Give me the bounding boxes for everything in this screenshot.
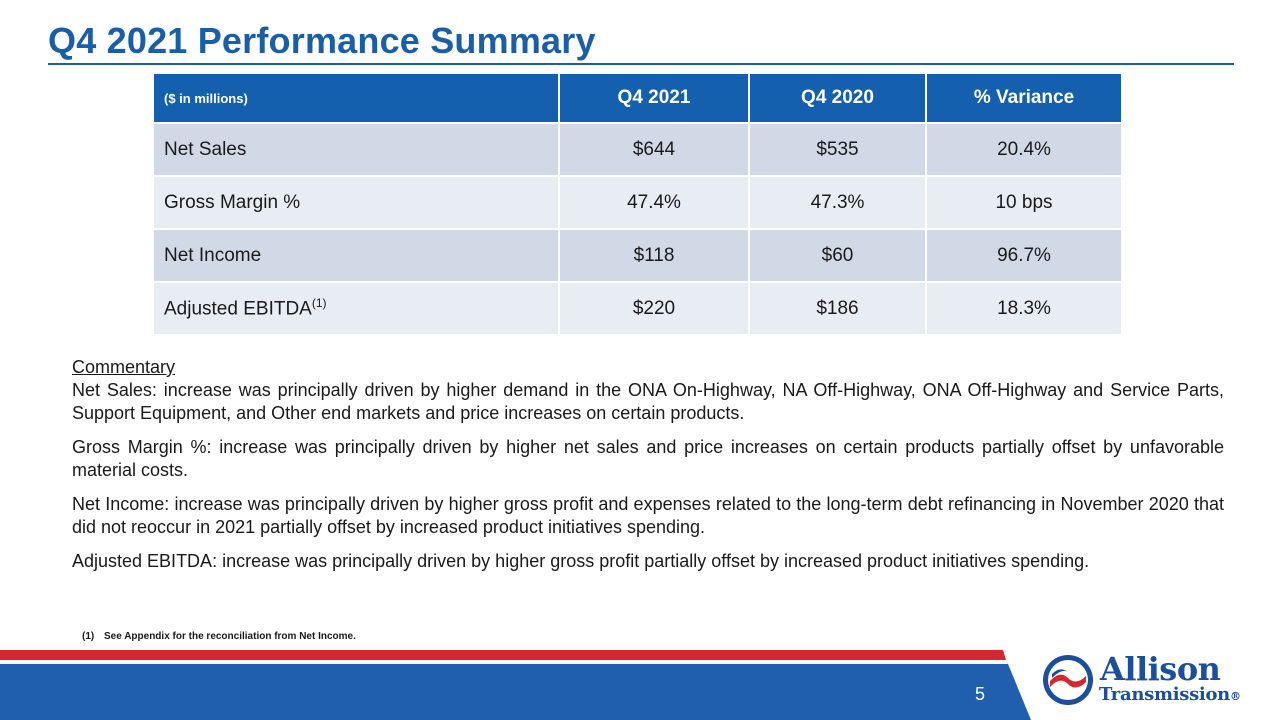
footnote: (1) See Appendix for the reconciliation f… [82, 631, 356, 642]
footer-blue-band [0, 664, 1031, 720]
registered-mark: ® [1229, 690, 1241, 703]
header-units: ($ in millions) [152, 72, 560, 124]
logo-word-allison: Allison [1100, 650, 1221, 688]
row-label-text: Net Income [164, 244, 262, 266]
row-label: Net Sales [152, 122, 560, 177]
row-label-text: Net Sales [164, 138, 247, 160]
cell-q4-2021: $644 [558, 122, 750, 177]
footer-white-stripe [0, 660, 1008, 664]
table-row: Net Sales $644 $535 20.4% [152, 122, 1123, 177]
cell-variance: 96.7% [925, 228, 1123, 283]
footnote-text: See Appendix for the reconciliation from… [104, 631, 356, 642]
table-row: Net Income $118 $60 96.7% [152, 228, 1123, 283]
cell-variance: 20.4% [925, 122, 1123, 177]
logo-word-transmission-text: Transmission [1099, 684, 1230, 705]
cell-q4-2020: 47.3% [748, 175, 927, 230]
row-label: Gross Margin % [152, 175, 560, 230]
performance-table: ($ in millions) Q4 2021 Q4 2020 % Varian… [152, 72, 1123, 336]
commentary-heading: Commentary [72, 357, 176, 377]
cell-variance: 18.3% [925, 281, 1123, 336]
cell-variance: 10 bps [925, 175, 1123, 230]
table-header-row: ($ in millions) Q4 2021 Q4 2020 % Varian… [152, 72, 1123, 124]
cell-q4-2021: $220 [558, 281, 750, 336]
commentary-section: Commentary Net Sales: increase was princ… [72, 356, 1224, 584]
row-label: Net Income [152, 228, 560, 283]
commentary-paragraph: Gross Margin %: increase was principally… [72, 437, 1224, 480]
page-title: Q4 2021 Performance Summary [48, 20, 596, 61]
commentary-paragraph: Net Income: increase was principally dri… [72, 494, 1224, 537]
title-divider [48, 63, 1234, 65]
header-q4-2021: Q4 2021 [558, 72, 750, 124]
commentary-paragraph: Net Sales: increase was principally driv… [72, 380, 1224, 423]
footer-red-stripe [0, 650, 1006, 660]
page-number: 5 [974, 684, 985, 704]
footnote-number: (1) [82, 631, 95, 642]
header-variance: % Variance [925, 72, 1123, 124]
footer-band [0, 650, 1031, 720]
cell-q4-2020: $535 [748, 122, 927, 177]
cell-q4-2021: $118 [558, 228, 750, 283]
cell-q4-2020: $186 [748, 281, 927, 336]
cell-q4-2020: $60 [748, 228, 927, 283]
row-label: Adjusted EBITDA(1) [152, 281, 560, 336]
footnote-ref: (1) [311, 296, 327, 311]
table-row: Adjusted EBITDA(1) $220 $186 18.3% [152, 281, 1123, 336]
row-label-text: Gross Margin % [164, 191, 301, 213]
header-q4-2020: Q4 2020 [748, 72, 927, 124]
table-row: Gross Margin % 47.4% 47.3% 10 bps [152, 175, 1123, 230]
commentary-paragraph: Adjusted EBITDA: increase was principall… [72, 551, 1090, 571]
cell-q4-2021: 47.4% [558, 175, 750, 230]
allison-logo-mark [1043, 655, 1093, 705]
logo-word-transmission: Transmission® [1099, 684, 1241, 705]
row-label-text: Adjusted EBITDA [164, 298, 312, 320]
